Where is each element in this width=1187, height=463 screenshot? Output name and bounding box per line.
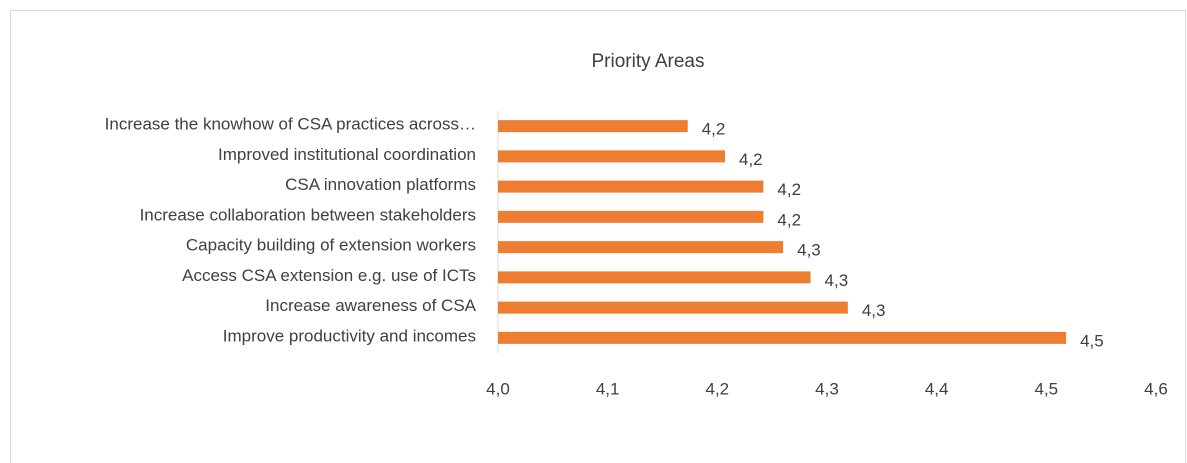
- data-label: 4,3: [825, 271, 849, 290]
- y-tick-label: Capacity building of extension workers: [186, 236, 476, 255]
- bar: [498, 210, 764, 223]
- bar: [498, 241, 784, 254]
- data-label: 4,2: [777, 210, 801, 229]
- x-tick-label: 4,2: [706, 379, 730, 398]
- y-tick-label: Access CSA extension e.g. use of ICTs: [182, 266, 476, 285]
- y-tick-label: CSA innovation platforms: [285, 175, 476, 194]
- x-tick-label: 4,3: [815, 379, 839, 398]
- x-tick-label: 4,6: [1144, 379, 1168, 398]
- bar: [498, 271, 811, 284]
- data-label: 4,3: [862, 301, 886, 320]
- bar: [498, 180, 764, 193]
- bar: [498, 120, 688, 133]
- data-label: 4,3: [797, 241, 821, 260]
- y-tick-label: Increase collaboration between stakehold…: [140, 205, 476, 224]
- y-tick-label: Improve productivity and incomes: [223, 326, 476, 345]
- data-label: 4,2: [739, 150, 763, 169]
- bar: [498, 301, 848, 314]
- x-tick-label: 4,1: [596, 379, 620, 398]
- bar: [498, 150, 726, 163]
- x-tick-label: 4,0: [486, 379, 510, 398]
- x-tick-label: 4,5: [1035, 379, 1059, 398]
- chart-title: Priority Areas: [592, 51, 705, 72]
- y-tick-label: Increase the knowhow of CSA practices ac…: [105, 115, 476, 134]
- data-label: 4,5: [1080, 331, 1104, 350]
- x-tick-label: 4,4: [925, 379, 949, 398]
- y-tick-label: Increase awareness of CSA: [265, 296, 476, 315]
- data-label: 4,2: [702, 120, 726, 139]
- y-tick-label: Improved institutional coordination: [218, 145, 476, 164]
- data-label: 4,2: [777, 180, 801, 199]
- bar: [498, 331, 1067, 344]
- chart-frame: [10, 10, 1186, 463]
